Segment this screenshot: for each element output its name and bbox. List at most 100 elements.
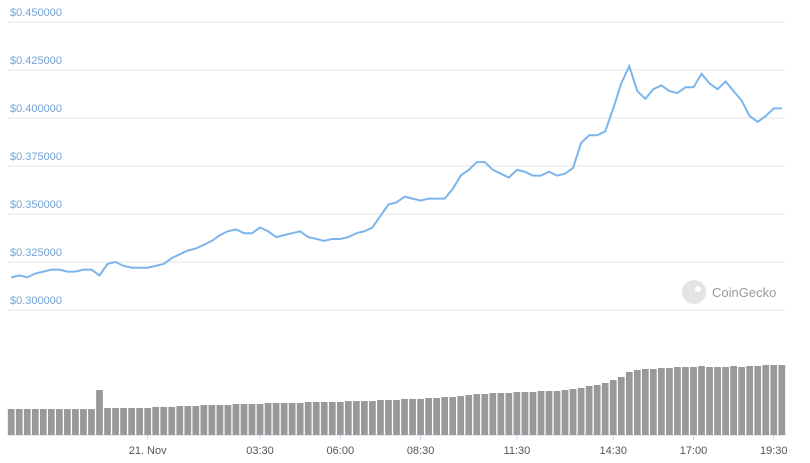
y-tick-label: $0.425000 (10, 55, 62, 67)
volume-bar (609, 380, 617, 435)
volume-bar (658, 368, 665, 435)
volume-bar (144, 408, 152, 435)
volume-bar (682, 367, 689, 435)
volume-bar (569, 389, 577, 435)
volume-bar (160, 407, 168, 435)
volume-bar (56, 409, 63, 435)
volume-bar (288, 403, 296, 435)
volume-bar (601, 383, 609, 435)
volume-bar (272, 403, 280, 435)
volume-bar (633, 370, 641, 435)
volume-bar (457, 396, 465, 435)
volume-bar (473, 394, 481, 435)
volume-bar (449, 397, 457, 435)
volume-bar (649, 369, 657, 435)
x-tick-label: 06:00 (327, 445, 355, 457)
volume-bar (377, 400, 384, 435)
volume-bar (738, 367, 746, 435)
volume-bar (393, 400, 400, 435)
volume-bar (328, 402, 336, 435)
volume-bar (441, 397, 449, 435)
volume-bar (537, 391, 545, 435)
volume-bar (489, 393, 497, 435)
volume-bar (336, 402, 344, 435)
watermark: CoinGecko (712, 285, 776, 300)
volume-bar (361, 401, 368, 435)
volume-bar (104, 408, 111, 435)
volume-bar (256, 404, 264, 435)
volume-bar (240, 404, 248, 435)
volume-bar (304, 402, 312, 435)
volume-bar (577, 388, 585, 435)
x-tick-label: 11:30 (504, 445, 531, 457)
volume-bar (31, 409, 39, 435)
volume-bar (545, 391, 553, 435)
volume-bar (320, 402, 328, 435)
volume-bar (353, 401, 360, 435)
volume-bar (513, 392, 521, 435)
volume-bar (112, 408, 119, 435)
volume-bar (425, 398, 432, 435)
y-tick-label: $0.350000 (10, 199, 62, 211)
volume-bar (200, 405, 208, 435)
volume-bar (762, 365, 770, 435)
volume-bar (312, 402, 320, 435)
volume-bar (625, 372, 633, 435)
volume-bar (47, 409, 55, 435)
volume-bar (72, 409, 79, 435)
volume-bar (521, 392, 529, 435)
volume-bar (344, 401, 352, 435)
y-tick-label: $0.400000 (10, 103, 62, 115)
watermark-logo-eye (695, 286, 701, 292)
x-tick-label: 21. Nov (129, 445, 167, 457)
volume-bar (617, 377, 625, 435)
volume-bar (754, 366, 762, 435)
x-tick-label: 03:30 (246, 445, 274, 457)
volume-bar (593, 385, 601, 435)
volume-bar (369, 401, 376, 435)
volume-bar (714, 367, 721, 435)
volume-bar (505, 393, 513, 435)
volume-bar (706, 367, 713, 435)
volume-bar (136, 408, 144, 435)
y-tick-label: $0.325000 (10, 247, 62, 259)
volume-bar (401, 399, 408, 435)
volume-bar (553, 391, 561, 435)
volume-bar (248, 404, 256, 435)
volume-bar (152, 407, 160, 435)
volume-bar (641, 369, 649, 435)
volume-bar (465, 395, 473, 435)
x-tick-label: 08:30 (407, 445, 435, 457)
x-tick-label: 17:00 (680, 445, 708, 457)
volume-bar (96, 390, 103, 435)
volume-bar (64, 409, 71, 435)
volume-bar (176, 406, 184, 435)
volume-bar (666, 368, 673, 435)
volume-bar (561, 390, 569, 435)
volume-bar (80, 409, 87, 435)
volume-bar (409, 399, 416, 435)
volume-bar (264, 403, 272, 435)
volume-bar (7, 409, 15, 435)
volume-bar (674, 367, 681, 435)
volume-bar (417, 399, 424, 435)
y-tick-label: $0.300000 (10, 295, 62, 307)
volume-bar (433, 398, 440, 435)
volume-bar (746, 366, 754, 435)
volume-bar (529, 392, 537, 435)
volume-bar (481, 394, 489, 435)
volume-bar (698, 366, 705, 435)
volume-bar (23, 409, 31, 435)
volume-bar (232, 404, 240, 435)
x-tick-label: 19:30 (760, 445, 788, 457)
volume-bar (730, 366, 737, 435)
volume-bar (497, 393, 505, 435)
volume-bar (585, 386, 593, 435)
volume-bar (39, 409, 47, 435)
volume-bar (168, 407, 176, 435)
volume-bar (184, 406, 192, 435)
watermark-logo (682, 280, 706, 304)
y-tick-label: $0.450000 (10, 7, 62, 19)
volume-bar (192, 406, 200, 435)
